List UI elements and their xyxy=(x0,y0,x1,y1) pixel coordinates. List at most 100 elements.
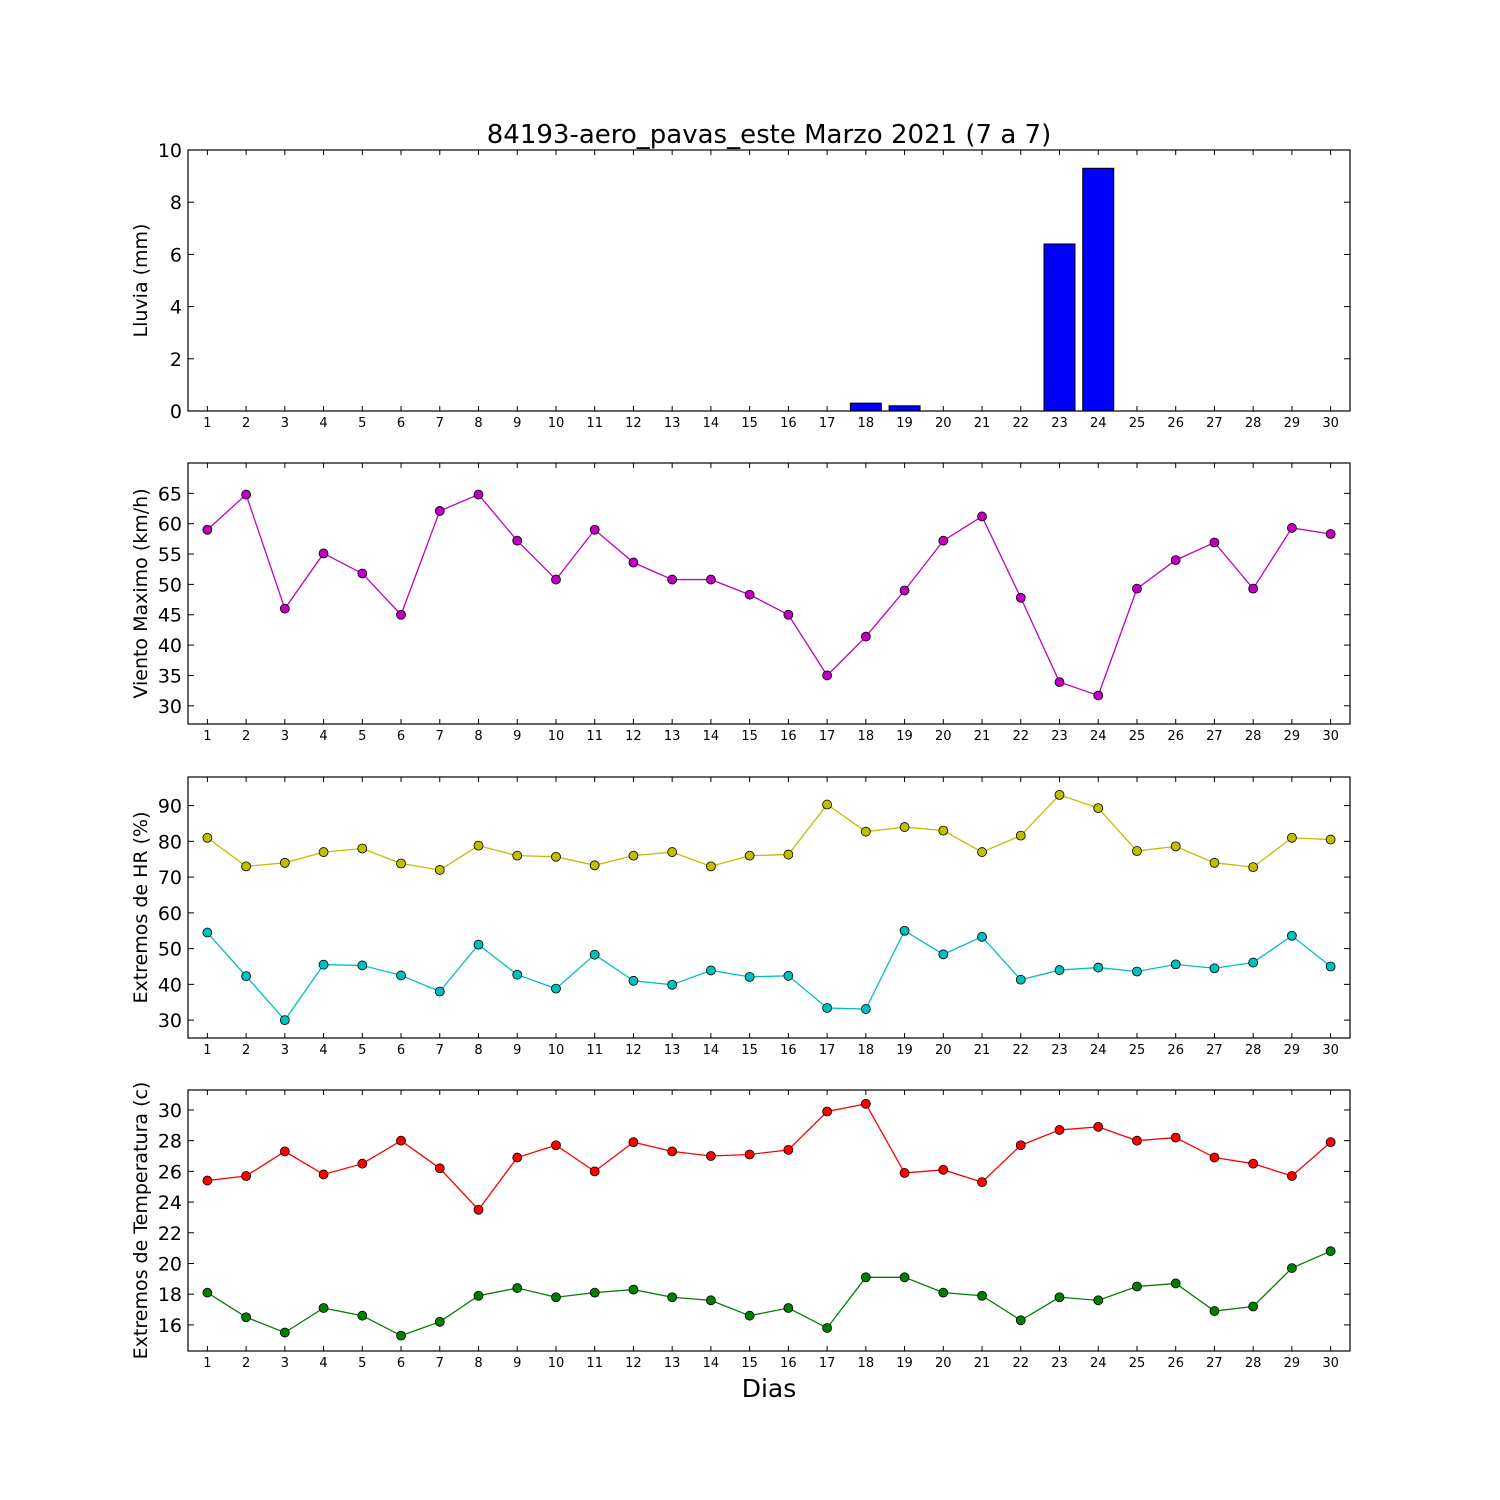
humidity-x-tick-label: 3 xyxy=(281,1043,289,1058)
humidity-y-tick-label: 70 xyxy=(158,867,182,889)
temperature-series-2-point-day-16 xyxy=(783,1303,794,1313)
temperature-series-2-point-day-10 xyxy=(551,1292,561,1303)
rain-x-tick-label: 27 xyxy=(1206,416,1223,431)
humidity-series-2-point-day-13 xyxy=(667,979,678,990)
temperature-series-1-point-day-1 xyxy=(202,1175,213,1186)
humidity-series-2-point-day-22 xyxy=(1015,974,1026,985)
wind-x-tick-label: 18 xyxy=(858,729,875,744)
temperature-series-1-point-day-9 xyxy=(512,1152,523,1163)
wind-x-tick-label: 27 xyxy=(1206,729,1223,744)
temperature-y-tick-label: 26 xyxy=(158,1161,182,1183)
wind-y-tick-label: 40 xyxy=(158,635,182,657)
wind-x-tick-label: 29 xyxy=(1284,729,1301,744)
wind-series-1-point-day-3 xyxy=(279,603,290,614)
humidity-series-1-line xyxy=(206,794,1331,871)
humidity-series-1-point-day-20 xyxy=(938,825,949,836)
temperature-x-tick-label: 22 xyxy=(1012,1356,1029,1371)
humidity-y-tick-label: 80 xyxy=(158,831,182,853)
temperature-series-2-point-day-21 xyxy=(977,1290,987,1301)
rain-x-tick-label: 16 xyxy=(780,416,797,431)
rain-x-tick-label: 28 xyxy=(1245,416,1262,431)
temperature-series-2-point-day-24 xyxy=(1093,1295,1104,1306)
temperature-series-1-point-day-6 xyxy=(396,1135,406,1146)
humidity-series-2-point-day-11 xyxy=(589,949,600,960)
humidity-series-2-point-day-30 xyxy=(1325,961,1336,972)
humidity-x-tick-label: 12 xyxy=(625,1043,642,1058)
temperature-series-2-point-day-29 xyxy=(1287,1263,1297,1273)
humidity-series-2-point-day-5 xyxy=(357,960,368,971)
temperature-x-tick-label: 19 xyxy=(896,1356,913,1371)
x-axis-label: Dias xyxy=(742,1374,797,1403)
rain-x-tick-label: 6 xyxy=(397,416,405,431)
temperature-y-tick-label: 28 xyxy=(158,1131,182,1153)
rain-x-tick-label: 30 xyxy=(1322,416,1339,431)
rain-panel: Lluvia (mm)1 2 3 4 5 6 7 8 9 10 11 12 13 14 15 16 17 18 19… xyxy=(130,140,1351,431)
temperature-series-2-point-day-25 xyxy=(1132,1281,1142,1292)
temperature-panel: Extremos de Temperatura (c)1 2 3 4 5 6 7 8 9 10 11… xyxy=(130,1082,1351,1371)
temperature-series-1-point-day-7 xyxy=(434,1163,445,1174)
temperature-x-tick-label: 5 xyxy=(358,1356,366,1371)
wind-x-tick-label: 16 xyxy=(780,729,797,744)
humidity-series-2-point-day-26 xyxy=(1170,959,1181,970)
humidity-series-1-point-day-25 xyxy=(1132,846,1142,856)
wind-series-1-point-day-24 xyxy=(1093,690,1104,701)
wind-x-tick-label: 13 xyxy=(664,729,681,744)
temperature-x-tick-label: 3 xyxy=(281,1356,289,1371)
humidity-x-tick-label: 8 xyxy=(474,1043,482,1058)
wind-y-tick-label: 65 xyxy=(158,483,182,505)
rain-x-tick-label: 11 xyxy=(586,416,603,431)
temperature-series-1-point-day-12 xyxy=(628,1137,639,1148)
humidity-x-tick-label: 14 xyxy=(703,1043,720,1058)
humidity-axes-frame xyxy=(187,776,1351,1039)
temperature-series-2-point-day-26 xyxy=(1170,1278,1181,1289)
rain-bar-day-18 xyxy=(849,402,882,412)
temperature-x-tick-label: 1 xyxy=(203,1356,211,1371)
humidity-series-1-point-day-16 xyxy=(783,849,794,860)
temperature-series-1-point-day-8 xyxy=(473,1204,484,1215)
humidity-x-tick-label: 27 xyxy=(1206,1043,1223,1058)
rain-x-tick-label: 4 xyxy=(319,416,327,431)
rain-x-tick-label: 21 xyxy=(974,416,991,431)
wind-series-1-point-day-5 xyxy=(357,568,368,579)
humidity-series-2-point-day-15 xyxy=(744,971,755,982)
humidity-series-1-point-day-9 xyxy=(512,850,523,861)
temperature-series-2-line xyxy=(207,1250,1331,1337)
rain-x-tick-label: 24 xyxy=(1090,416,1107,431)
temperature-x-tick-label: 12 xyxy=(625,1356,642,1371)
temperature-series-2-point-day-4 xyxy=(318,1303,329,1313)
humidity-series-1-point-day-14 xyxy=(706,861,716,872)
humidity-x-tick-label: 4 xyxy=(319,1043,327,1058)
rain-bar-day-19 xyxy=(888,405,921,412)
rain-x-tick-label: 12 xyxy=(625,416,642,431)
temperature-series-1-line xyxy=(207,1103,1332,1211)
humidity-series-1-point-day-5 xyxy=(357,843,368,854)
humidity-series-2-point-day-2 xyxy=(241,971,252,982)
rain-y-tick-label: 6 xyxy=(170,244,182,266)
temperature-series-2-point-day-5 xyxy=(357,1310,368,1321)
humidity-x-tick-label: 7 xyxy=(436,1043,444,1058)
wind-y-tick-label: 50 xyxy=(158,574,182,596)
humidity-x-tick-label: 28 xyxy=(1245,1043,1262,1058)
temperature-series-2-point-day-30 xyxy=(1325,1246,1336,1257)
wind-x-tick-label: 24 xyxy=(1090,729,1107,744)
temperature-series-2-point-day-14 xyxy=(706,1295,716,1306)
temperature-series-1-point-day-4 xyxy=(318,1169,329,1180)
temperature-y-tick-label: 22 xyxy=(158,1223,182,1245)
temperature-series-2-point-day-23 xyxy=(1054,1292,1065,1303)
wind-series-1-point-day-29 xyxy=(1287,523,1297,533)
temperature-series-2-point-day-9 xyxy=(512,1283,523,1293)
humidity-x-tick-label: 17 xyxy=(819,1043,836,1058)
temperature-series-2-point-day-6 xyxy=(396,1330,406,1341)
wind-series-1-point-day-28 xyxy=(1248,583,1259,594)
temperature-x-tick-label: 20 xyxy=(935,1356,952,1371)
temperature-series-1-point-day-21 xyxy=(977,1177,987,1188)
humidity-x-tick-label: 16 xyxy=(780,1043,797,1058)
rain-y-tick-label: 8 xyxy=(170,192,182,214)
rain-x-tick-label: 22 xyxy=(1012,416,1029,431)
temperature-x-tick-label: 6 xyxy=(397,1356,405,1371)
humidity-series-1-point-day-22 xyxy=(1015,830,1026,841)
temperature-x-tick-label: 11 xyxy=(586,1356,603,1371)
wind-x-tick-label: 17 xyxy=(819,729,836,744)
temperature-series-2-point-day-7 xyxy=(434,1316,445,1327)
